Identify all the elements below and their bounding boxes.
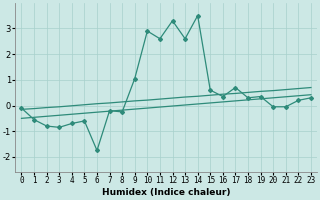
X-axis label: Humidex (Indice chaleur): Humidex (Indice chaleur) [102,188,230,197]
